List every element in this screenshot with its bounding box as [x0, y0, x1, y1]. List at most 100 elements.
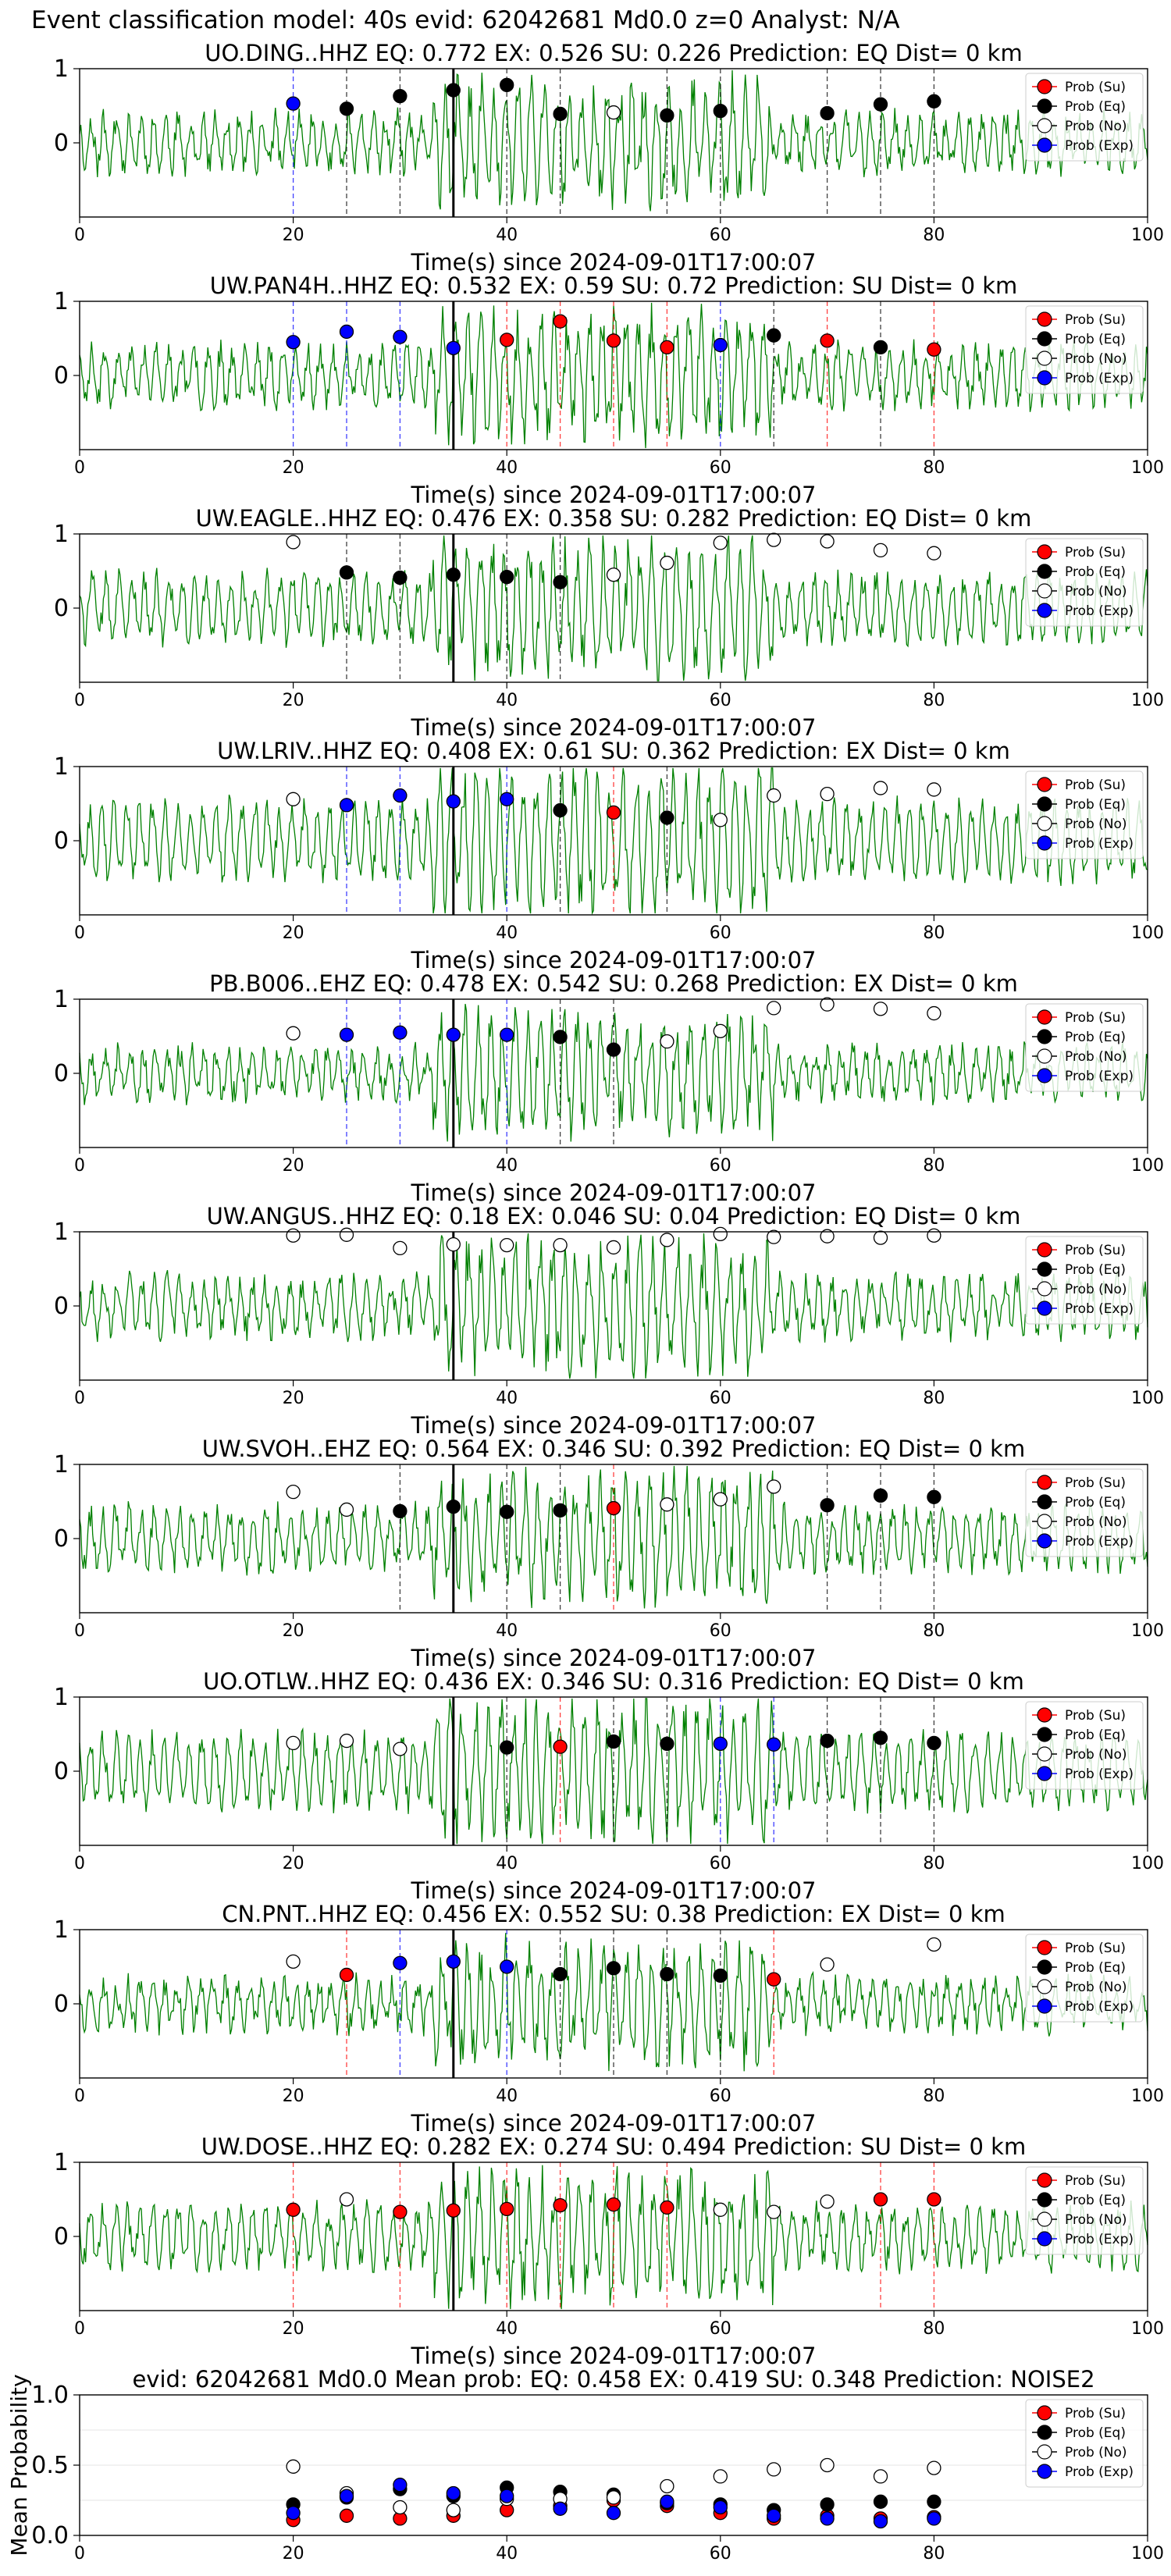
legend-label-exp: Prob (Exp) [1065, 1069, 1134, 1084]
mean-prob-marker-exp [500, 2489, 514, 2503]
prob-marker-su [767, 1972, 781, 1987]
x-tick-label: 80 [923, 1156, 945, 1176]
mean-prob-marker-exp [767, 2508, 781, 2523]
legend-marker-exp [1037, 1533, 1052, 1549]
y-tick-label: 0 [54, 595, 69, 622]
prob-marker-eq [660, 1736, 674, 1752]
mean-prob-marker-no [713, 2469, 728, 2484]
prob-marker-no [767, 788, 781, 803]
x-tick-label: 80 [923, 1854, 945, 1873]
prob-marker-no [820, 997, 835, 1012]
panel-7: UO.OTLW..HHZ EQ: 0.436 EX: 0.346 SU: 0.3… [54, 1668, 1164, 1904]
x-tick-label: 100 [1131, 691, 1164, 710]
prob-marker-su [606, 2197, 621, 2212]
mean-prob-marker-exp [873, 2514, 888, 2529]
y-tick-label: 0.0 [31, 2522, 69, 2549]
prob-marker-no [339, 2192, 354, 2207]
prob-marker-no [767, 532, 781, 547]
x-tick-label: 0 [74, 691, 85, 710]
prob-marker-exp [713, 337, 728, 353]
prob-marker-eq [446, 1500, 461, 1514]
prob-marker-eq [660, 108, 674, 123]
y-tick-label: 1 [54, 986, 69, 1013]
legend-label-su: Prob (Su) [1065, 777, 1126, 793]
legend-marker-su [1037, 1707, 1052, 1723]
prob-marker-exp [500, 1027, 514, 1042]
legend-marker-su [1037, 544, 1052, 560]
legend-marker-no [1037, 1281, 1052, 1297]
legend-marker-exp [1037, 2464, 1052, 2479]
seismic-waveform [79, 1233, 1148, 1379]
x-axis-label: Time(s) since 2024-09-01T17:00:07 [411, 2343, 817, 2369]
mean-prob-marker-no [286, 2459, 301, 2474]
legend-marker-eq [1037, 2192, 1052, 2208]
legend-marker-exp [1037, 835, 1052, 851]
prob-marker-no [713, 813, 728, 827]
prob-marker-exp [339, 324, 354, 340]
prob-marker-no [660, 1034, 674, 1049]
prob-marker-exp [339, 798, 354, 813]
legend-marker-no [1037, 583, 1052, 599]
legend-marker-su [1037, 2172, 1052, 2188]
prob-marker-eq [820, 1733, 835, 1749]
legend-box [1025, 1468, 1144, 1557]
prob-marker-eq [606, 1734, 621, 1749]
legend-marker-no [1037, 1746, 1052, 1762]
prob-marker-eq [500, 1740, 514, 1755]
prob-marker-eq [873, 1488, 888, 1503]
prob-marker-su [553, 1739, 568, 1754]
prob-marker-no [339, 1733, 354, 1749]
prob-marker-eq [873, 1731, 888, 1745]
legend-marker-exp [1037, 370, 1052, 386]
legend-marker-exp [1037, 2231, 1052, 2247]
prob-marker-no [767, 1479, 781, 1494]
prob-marker-no [927, 1228, 941, 1243]
prob-marker-exp [767, 1737, 781, 1752]
x-axis-label: Time(s) since 2024-09-01T17:00:07 [411, 1179, 817, 1206]
legend-box [1025, 1003, 1144, 1092]
prob-marker-exp [286, 335, 301, 350]
prob-marker-eq [927, 1735, 941, 1751]
panel-9: UW.DOSE..HHZ EQ: 0.282 EX: 0.274 SU: 0.4… [54, 2133, 1164, 2369]
legend-label-no: Prob (No) [1065, 351, 1127, 367]
panel-title: UW.SVOH..EHZ EQ: 0.564 EX: 0.346 SU: 0.3… [202, 1436, 1025, 1462]
x-tick-label: 0 [74, 1854, 85, 1873]
prob-marker-su [500, 333, 514, 347]
panel-10: evid: 62042681 Md0.0 Mean prob: EQ: 0.45… [6, 2366, 1164, 2564]
x-tick-label: 40 [496, 2544, 518, 2564]
prob-marker-eq [606, 1042, 621, 1057]
legend-box [1025, 770, 1144, 859]
x-tick-label: 80 [923, 2544, 945, 2564]
legend-label-no: Prob (No) [1065, 1980, 1127, 1995]
prob-marker-eq [713, 103, 728, 119]
prob-marker-su [606, 333, 621, 348]
panel-2: UW.EAGLE..HHZ EQ: 0.476 EX: 0.358 SU: 0.… [54, 505, 1164, 741]
prob-marker-no [393, 1240, 408, 1256]
x-axis-label: Time(s) since 2024-09-01T17:00:07 [411, 1645, 817, 1671]
mean-prob-marker-eq [820, 2497, 835, 2512]
prob-marker-su [927, 2192, 941, 2207]
legend-marker-eq [1037, 2425, 1052, 2440]
panel-title: UO.OTLW..HHZ EQ: 0.436 EX: 0.346 SU: 0.3… [203, 1668, 1024, 1695]
prob-marker-no [393, 1742, 408, 1756]
prob-marker-no [339, 1502, 354, 1517]
x-tick-label: 80 [923, 923, 945, 943]
prob-marker-exp [446, 1027, 461, 1042]
legend-marker-eq [1037, 98, 1052, 114]
legend-marker-eq [1037, 1261, 1052, 1277]
prob-marker-no [339, 1227, 354, 1242]
prob-marker-eq [606, 1961, 621, 1976]
prob-marker-su [553, 2197, 568, 2213]
legend-label-su: Prob (Su) [1065, 1941, 1126, 1956]
legend-box [1025, 1934, 1144, 2023]
x-tick-label: 0 [74, 458, 85, 478]
panel-title: UO.DING..HHZ EQ: 0.772 EX: 0.526 SU: 0.2… [205, 40, 1022, 66]
prob-marker-no [286, 1954, 301, 1969]
legend-marker-eq [1037, 564, 1052, 579]
x-tick-label: 20 [283, 2319, 304, 2339]
prob-marker-exp [393, 788, 408, 803]
mean-prob-marker-eq [873, 2494, 888, 2509]
prob-marker-su [873, 2192, 888, 2207]
y-tick-label: 1 [54, 288, 69, 315]
